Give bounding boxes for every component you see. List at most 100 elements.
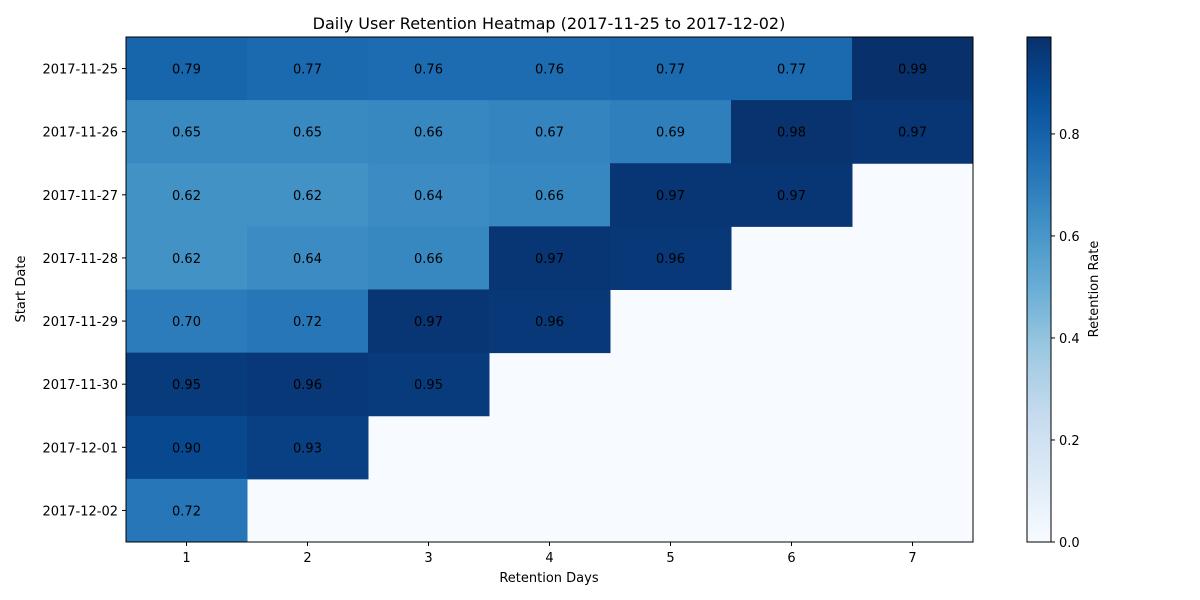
cell-value-label: 0.96 xyxy=(656,252,685,267)
cell-value-label: 0.64 xyxy=(293,252,322,267)
y-tick-label: 2017-11-26 xyxy=(42,126,118,141)
colorbar-gradient xyxy=(1026,36,1052,543)
cell-value-label: 0.97 xyxy=(898,126,927,141)
cell-value-label: 0.66 xyxy=(414,126,443,141)
cell-value-label: 0.96 xyxy=(293,378,322,393)
colorbar-tick-label: 0.0 xyxy=(1059,536,1080,551)
heatmap-cell xyxy=(247,415,369,480)
x-tick-label: 6 xyxy=(787,551,795,566)
cell-value-label: 0.72 xyxy=(172,504,201,519)
heatmap-cell xyxy=(126,415,248,480)
cell-value-label: 0.95 xyxy=(414,378,443,393)
x-tick-label: 4 xyxy=(545,551,553,566)
x-tick-label: 3 xyxy=(424,551,432,566)
cell-value-label: 0.64 xyxy=(414,189,443,204)
x-tick-label: 5 xyxy=(666,551,674,566)
cell-value-label: 0.90 xyxy=(172,441,201,456)
x-tick-label: 7 xyxy=(908,551,916,566)
x-axis-label: Retention Days xyxy=(499,571,598,586)
cell-value-label: 0.76 xyxy=(535,63,564,78)
cell-value-label: 0.97 xyxy=(777,189,806,204)
heatmap-cell xyxy=(126,289,248,354)
heatmap-cell xyxy=(247,163,369,227)
cell-value-label: 0.77 xyxy=(656,63,685,78)
cell-value-label: 0.72 xyxy=(293,315,322,330)
cell-value-label: 0.98 xyxy=(777,126,806,141)
cell-value-label: 0.79 xyxy=(172,63,201,78)
heatmap-cell xyxy=(489,226,611,290)
heatmap-cell xyxy=(610,226,732,290)
x-tick-label: 1 xyxy=(182,551,190,566)
cell-value-label: 0.66 xyxy=(535,189,564,204)
cell-value-label: 0.93 xyxy=(293,441,322,456)
cell-value-label: 0.62 xyxy=(172,189,201,204)
heatmap-cell xyxy=(368,289,490,354)
cell-value-label: 0.97 xyxy=(414,315,443,330)
cell-value-label: 0.70 xyxy=(172,315,201,330)
y-tick-label: 2017-11-30 xyxy=(42,378,118,393)
cell-value-label: 0.67 xyxy=(535,126,564,141)
cell-value-label: 0.65 xyxy=(293,126,322,141)
cell-value-label: 0.97 xyxy=(535,252,564,267)
colorbar-tick-label: 0.4 xyxy=(1059,332,1080,347)
heatmap-cell xyxy=(368,226,490,290)
heatmap-cell xyxy=(731,37,853,101)
heatmap-cell xyxy=(247,289,369,354)
heatmap-cell xyxy=(368,100,490,164)
heatmap-cell xyxy=(247,37,369,101)
x-axis-ticks: 1 2 3 4 5 6 7 xyxy=(182,542,917,566)
cell-value-label: 0.76 xyxy=(414,63,443,78)
cell-value-label: 0.69 xyxy=(656,126,685,141)
chart-title: Daily User Retention Heatmap (2017-11-25… xyxy=(313,14,786,33)
heatmap-cell xyxy=(126,478,248,543)
cell-value-label: 0.95 xyxy=(172,378,201,393)
heatmap-cell xyxy=(731,100,853,164)
y-tick-label: 2017-11-27 xyxy=(42,189,118,204)
cell-value-label: 0.97 xyxy=(656,189,685,204)
cell-value-label: 0.65 xyxy=(172,126,201,141)
heatmap-cell xyxy=(126,352,248,417)
y-tick-label: 2017-12-01 xyxy=(42,441,118,456)
plot-area: 0.79 0.77 0.76 0.76 0.77 0.77 0.99 0.65 0.65 0.66… xyxy=(125,36,974,543)
y-tick-label: 2017-12-02 xyxy=(42,504,118,519)
heatmap-cell xyxy=(489,163,611,227)
y-tick-label: 2017-11-28 xyxy=(42,252,118,267)
heatmap-cell xyxy=(126,37,248,101)
colorbar: 0.0 0.2 0.4 0.6 0.8 xyxy=(1026,36,1080,551)
cell-value-label: 0.96 xyxy=(535,315,564,330)
heatmap-cell xyxy=(126,163,248,227)
heatmap-cell xyxy=(126,226,248,290)
cell-value-label: 0.99 xyxy=(898,63,927,78)
colorbar-tick-label: 0.6 xyxy=(1059,230,1080,245)
colorbar-tick-label: 0.8 xyxy=(1059,128,1080,143)
heatmap-cell xyxy=(731,163,853,227)
heatmap-cell xyxy=(610,37,732,101)
y-axis-ticks: 2017-11-25 2017-11-26 2017-11-27 2017-11-28… xyxy=(42,63,126,519)
colorbar-label: Retention Rate xyxy=(1087,241,1102,338)
cell-value-label: 0.66 xyxy=(414,252,443,267)
y-tick-label: 2017-11-29 xyxy=(42,315,118,330)
heatmap-cell xyxy=(852,100,974,164)
heatmap-cell xyxy=(610,163,732,227)
y-tick-label: 2017-11-25 xyxy=(42,63,118,78)
heatmap-cell xyxy=(368,37,490,101)
heatmap-cell xyxy=(247,100,369,164)
x-tick-label: 2 xyxy=(303,551,311,566)
cell-value-label: 0.62 xyxy=(293,189,322,204)
heatmap-cell xyxy=(489,289,611,354)
colorbar-tick-label: 0.2 xyxy=(1059,434,1080,449)
y-axis-label: Start Date xyxy=(14,256,29,323)
heatmap-cell xyxy=(126,100,248,164)
heatmap-cell xyxy=(247,226,369,290)
cell-value-label: 0.62 xyxy=(172,252,201,267)
heatmap-cell xyxy=(368,163,490,227)
cell-value-label: 0.77 xyxy=(777,63,806,78)
cell-value-label: 0.77 xyxy=(293,63,322,78)
heatmap-cell xyxy=(610,100,732,164)
heatmap-cell xyxy=(852,37,974,101)
heatmap-cell xyxy=(247,352,369,417)
heatmap-cell xyxy=(489,37,611,101)
heatmap-cell xyxy=(489,100,611,164)
